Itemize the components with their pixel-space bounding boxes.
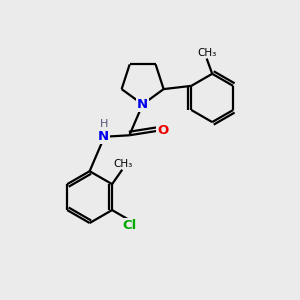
Text: CH₃: CH₃ bbox=[197, 48, 216, 58]
Text: Cl: Cl bbox=[122, 219, 136, 232]
Text: CH₃: CH₃ bbox=[113, 159, 132, 170]
Text: N: N bbox=[137, 98, 148, 111]
Text: N: N bbox=[98, 130, 109, 143]
Text: O: O bbox=[157, 124, 168, 137]
Text: H: H bbox=[100, 119, 108, 129]
